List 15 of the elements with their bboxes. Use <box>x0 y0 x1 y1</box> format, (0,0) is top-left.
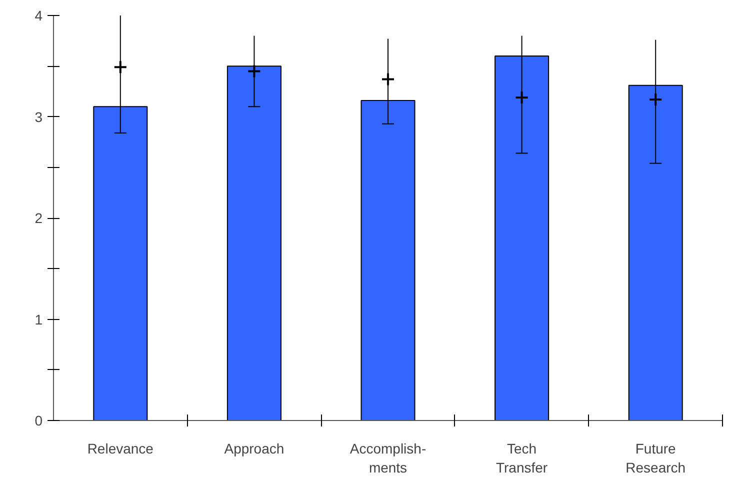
x-tick-label: Tech Transfer <box>496 440 548 476</box>
x-tick-label: Future Research <box>626 440 686 476</box>
y-tick-label: 3 <box>34 108 43 125</box>
y-tick-label: 1 <box>34 311 43 328</box>
x-tick-label: Accomplish- ments <box>350 440 426 476</box>
y-tick-label: 2 <box>34 210 43 226</box>
y-tick-label: 4 <box>34 8 43 24</box>
point <box>648 92 663 107</box>
point <box>113 60 128 74</box>
point <box>514 90 529 105</box>
x-tick-label: Approach <box>224 440 284 456</box>
point <box>247 64 262 78</box>
x-tick-label: Relevance <box>87 440 154 456</box>
point <box>381 72 395 86</box>
y-tick-label: 0 <box>34 412 43 428</box>
